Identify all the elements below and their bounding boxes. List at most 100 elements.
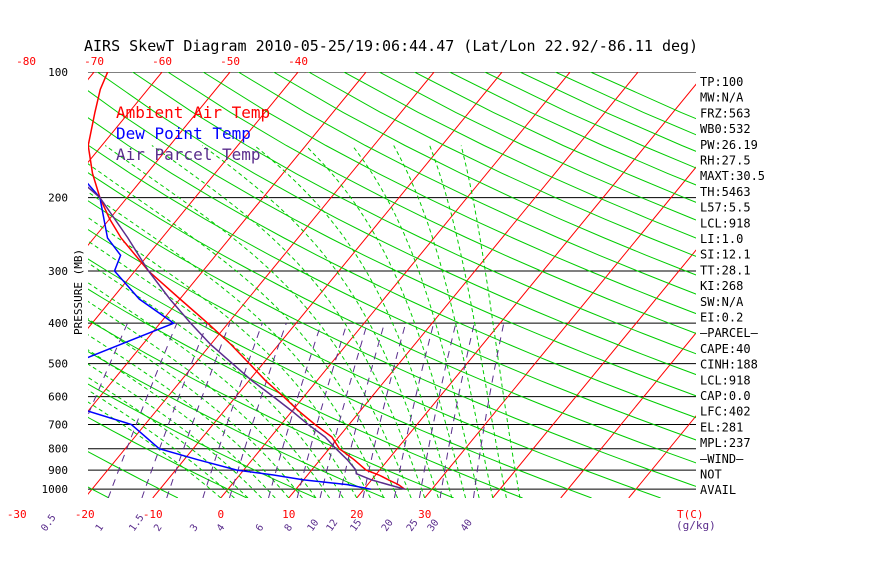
- stats-line: L57:5.5: [700, 201, 751, 215]
- mixing-ratio-tick-label: 40: [459, 518, 475, 534]
- stats-line: TT:28.1: [700, 263, 751, 277]
- stats-line: CAPE:40: [700, 342, 751, 356]
- mixing-ratio-tick-label: 8: [283, 522, 295, 533]
- stats-line: SW:N/A: [700, 295, 744, 309]
- mixing-ratio-tick-label: 3: [188, 522, 200, 533]
- y-axis-label: PRESSURE (MB): [72, 249, 85, 335]
- stats-line: AVAIL: [700, 483, 736, 497]
- stats-line: LI:1.0: [700, 232, 743, 246]
- moist-adiabat-line: [4, 262, 303, 498]
- stats-line: CAP:0.0: [700, 389, 751, 403]
- stats-line: PW:26.19: [700, 138, 758, 152]
- stats-line: FRZ:563: [700, 106, 751, 120]
- pressure-tick-label: 300: [48, 265, 68, 278]
- pressure-tick-label: 500: [48, 358, 68, 371]
- mixing-ratio-line: [297, 323, 347, 498]
- dry-adiabat-line: [309, 72, 870, 498]
- isotherm-line: [221, 72, 570, 498]
- bottom-temp-tick-label: 10: [282, 508, 295, 521]
- dry-adiabat-line: [414, 72, 870, 498]
- mixing-ratio-tick-label: 10: [306, 518, 322, 534]
- chart-legend: Ambient Air Temp Dew Point Temp Air Parcel…: [116, 103, 270, 164]
- mixing-ratio-tick-label: 6: [254, 522, 266, 533]
- top-temp-tick-label: -40: [288, 55, 308, 68]
- pressure-tick-label: 200: [48, 192, 68, 205]
- moist-adiabat-line: [152, 146, 425, 499]
- legend-item: Ambient Air Temp: [116, 103, 270, 122]
- stats-line: RH:27.5: [700, 154, 751, 168]
- mixing-ratio-line: [0, 323, 25, 498]
- dry-adiabat-line: [0, 72, 661, 498]
- stats-line: EI:0.2: [700, 311, 743, 325]
- bottom-temp-tick-label: 30: [418, 508, 431, 521]
- legend-item: Air Parcel Temp: [116, 145, 261, 164]
- moist-adiabat-line: [255, 146, 453, 499]
- stats-line: EL:281: [700, 420, 743, 434]
- stats-line: TP:100: [700, 75, 743, 89]
- bottom-temp-tick-label: 0: [217, 508, 224, 521]
- top-temp-tick-label: -60: [152, 55, 172, 68]
- moist-adiabat-line: [87, 163, 398, 498]
- mixing-ratio-tick-label: 4: [215, 522, 227, 533]
- top-temp-tick-label: -50: [220, 55, 240, 68]
- pressure-tick-label: 800: [48, 443, 68, 456]
- dry-adiabat-line: [274, 72, 870, 498]
- isotherm-line: [357, 72, 706, 498]
- isotherm-line: [0, 72, 26, 498]
- pressure-tick-label: 700: [48, 419, 68, 432]
- isotherm-line: [289, 72, 638, 498]
- pressure-tick-labels: 100 200 300 400 500 600 700 800 900 1000: [42, 66, 69, 496]
- stats-line: LFC:402: [700, 405, 751, 419]
- pressure-tick-label: 400: [48, 317, 68, 330]
- pressure-tick-label: 900: [48, 464, 68, 477]
- mixing-ratio-tick-label: 12: [325, 518, 341, 534]
- mixing-ratio-tick-label: 2: [152, 522, 164, 533]
- moist-adiabat-line: [352, 146, 479, 499]
- mixing-ratio-tick-label: 1: [94, 522, 106, 533]
- mixing-ratio-line: [167, 323, 230, 498]
- top-temp-tick-label: -70: [84, 55, 104, 68]
- stats-line: TH:5463: [700, 185, 751, 199]
- stats-line: MPL:237: [700, 436, 751, 450]
- stats-line: NOT: [700, 468, 722, 482]
- dry-adiabat-line: [344, 72, 870, 498]
- moist-adiabat-line: [0, 302, 248, 499]
- stats-line: —PARCEL—: [700, 326, 759, 340]
- stats-line: MW:N/A: [700, 91, 744, 105]
- mixing-ratio-line: [108, 323, 177, 498]
- stats-line: LCL:918: [700, 216, 751, 230]
- mixing-ratio-tick-label: 0.5: [39, 513, 58, 534]
- mixing-ratio-tick-label: 20: [380, 518, 396, 534]
- pressure-tick-label: 600: [48, 391, 68, 404]
- stats-line: LCL:918: [700, 373, 751, 387]
- chart-title: AIRS SkewT Diagram 2010-05-25/19:06:44.4…: [84, 37, 698, 55]
- mixing-ratio-unit-label: (g/kg): [676, 519, 716, 532]
- stats-line: —WIND—: [700, 452, 744, 466]
- dry-adiabat-line: [203, 72, 870, 498]
- bottom-temp-tick-label: -20: [75, 508, 95, 521]
- pressure-tick-label: 100: [48, 66, 68, 79]
- stats-line: CINH:188: [700, 358, 758, 372]
- moist-adiabat-line: [44, 211, 357, 498]
- isotherm-line: [493, 72, 842, 498]
- dry-adiabat-line: [0, 72, 109, 498]
- stats-line: SI:12.1: [700, 248, 751, 262]
- stats-line: KI:268: [700, 279, 743, 293]
- moist-adiabat-line: [394, 146, 493, 499]
- moist-adiabat-line: [0, 316, 221, 498]
- pressure-tick-label: 1000: [42, 483, 69, 496]
- top-temperature-tick-labels: -120-110-100-90-80-70-60-50-40: [0, 55, 308, 68]
- moist-adiabat-line: [22, 238, 329, 498]
- dry-adiabat-line: [520, 72, 870, 498]
- stats-line: MAXT:30.5: [700, 169, 765, 183]
- bottom-temp-tick-label: -30: [7, 508, 27, 521]
- top-temp-tick-label: -80: [16, 55, 36, 68]
- stats-line: WB0:532: [700, 122, 751, 136]
- legend-item: Dew Point Temp: [116, 124, 251, 143]
- dry-adiabat-line: [0, 72, 40, 498]
